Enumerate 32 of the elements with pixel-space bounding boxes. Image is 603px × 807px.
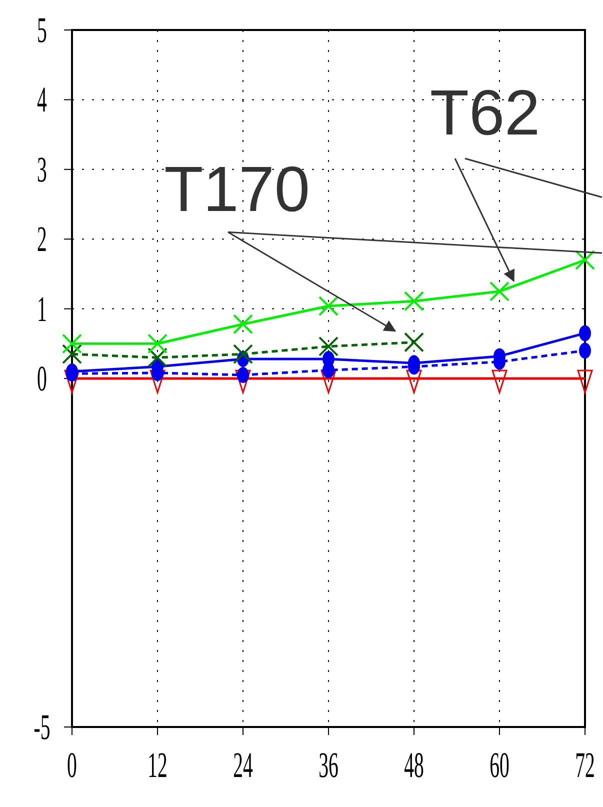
point — [404, 332, 424, 352]
point — [490, 281, 510, 302]
y-tick-label: 0 — [37, 360, 47, 400]
x-tick-label: 36 — [318, 746, 338, 786]
point — [148, 334, 168, 354]
y-tick-label: 2 — [37, 220, 47, 260]
x-tick-label: 48 — [404, 746, 424, 786]
annotation: T170 — [164, 153, 310, 226]
point — [62, 344, 82, 364]
y-tick-label: -5 — [34, 708, 50, 748]
x-tick-label: 12 — [148, 746, 168, 786]
x-tick-label: 72 — [575, 746, 595, 786]
point — [579, 342, 591, 359]
point — [322, 350, 334, 367]
point — [575, 250, 595, 270]
point — [318, 336, 338, 356]
y-tick-label: 4 — [37, 80, 48, 120]
y-tick-label: 1 — [37, 290, 47, 330]
y-tick-label: 3 — [37, 150, 47, 190]
point — [148, 348, 168, 368]
point — [318, 296, 338, 316]
point — [579, 325, 591, 342]
point — [233, 344, 253, 364]
x-tick-label: 60 — [490, 746, 510, 786]
point — [62, 334, 82, 354]
x-tick-label: 0 — [67, 746, 77, 786]
point — [233, 314, 253, 334]
x-tick-label: 24 — [233, 746, 254, 786]
y-tick-label: 5 — [37, 11, 47, 51]
annotation: T62 — [430, 76, 540, 149]
point — [404, 291, 424, 312]
point — [237, 367, 249, 384]
